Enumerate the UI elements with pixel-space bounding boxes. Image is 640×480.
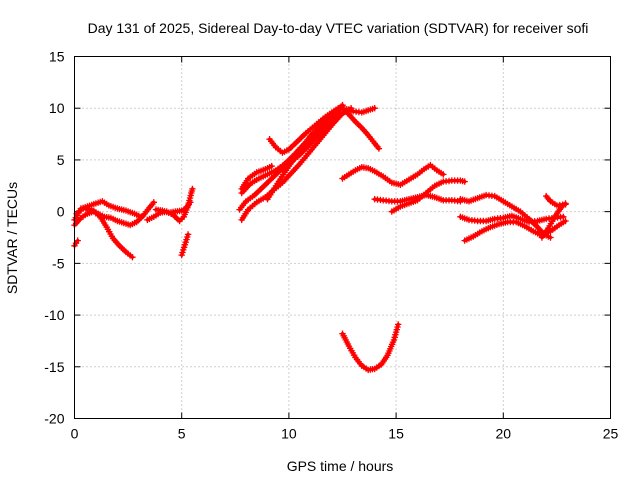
series-markers [73, 199, 157, 229]
axis-ticks: 0 5 10 15 20 25 -20 -15 -10 -5 0 5 10 15 [44, 49, 618, 442]
series-markers [543, 192, 569, 209]
y-tick-label: 15 [49, 49, 65, 65]
x-tick-label: 20 [496, 426, 512, 442]
plot-frame [74, 56, 611, 419]
series-arc-15 [339, 161, 447, 188]
chart-title: Day 131 of 2025, Sidereal Day-to-day VTE… [88, 20, 589, 36]
series-arc-14 [339, 105, 383, 152]
y-tick-label: -15 [44, 359, 64, 375]
x-tick-label: 25 [603, 426, 619, 442]
y-tick-label: -5 [52, 255, 65, 271]
series-markers [178, 231, 192, 259]
x-tick-label: 10 [281, 426, 297, 442]
series-markers [238, 105, 355, 224]
series-arc-11 [238, 162, 275, 193]
series-markers [339, 321, 402, 374]
series-arc-4 [73, 199, 157, 229]
series-markers [152, 199, 194, 216]
series-markers [238, 162, 275, 193]
series-arc-22 [543, 192, 569, 209]
series-arc-6 [152, 199, 194, 216]
series-markers [388, 177, 468, 215]
y-tick-label: 10 [49, 100, 65, 116]
series-arc-19 [457, 191, 554, 241]
series-arc-23 [339, 321, 402, 374]
x-axis-label: GPS time / hours [287, 458, 394, 474]
series-markers [71, 237, 81, 249]
series-markers [266, 105, 378, 156]
series-markers [339, 161, 447, 188]
data-series [71, 101, 569, 374]
y-tick-label: 5 [57, 152, 65, 168]
x-tick-label: 5 [178, 426, 186, 442]
y-tick-label: -20 [44, 411, 64, 427]
series-arc-17 [388, 177, 468, 215]
series-markers [339, 105, 383, 152]
x-tick-label: 0 [71, 426, 79, 442]
series-arc-9 [238, 105, 355, 224]
series-arc-7 [178, 231, 192, 259]
series-arc-13 [266, 105, 378, 156]
series-arc-3 [71, 237, 81, 249]
x-tick-label: 15 [388, 426, 404, 442]
y-axis-label: SDTVAR / TECUs [4, 182, 20, 294]
y-tick-label: 0 [57, 204, 65, 220]
y-tick-label: -10 [44, 307, 64, 323]
